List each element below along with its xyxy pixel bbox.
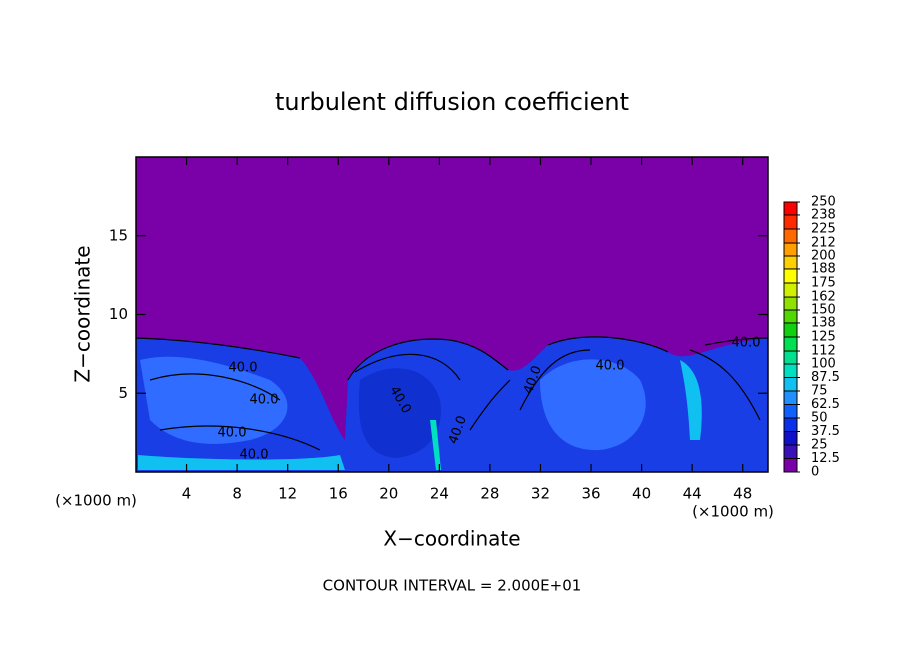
colorbar-swatch	[784, 418, 797, 432]
x-tick-label: 36	[581, 485, 600, 503]
field-patch	[140, 356, 288, 444]
y-tick-label: 15	[109, 226, 128, 244]
colorbar-swatch	[784, 310, 797, 323]
colorbar-label: 238	[811, 207, 836, 222]
field-patch	[358, 368, 441, 458]
x-tick-label: 4	[182, 485, 192, 503]
colorbar-label: 250	[811, 195, 836, 210]
colorbar-label: 75	[811, 384, 828, 399]
colorbar-label: 162	[811, 290, 836, 305]
colorbar-swatch	[784, 458, 797, 472]
colorbar-swatch	[784, 337, 797, 352]
colorbar-label: 212	[811, 236, 836, 251]
colorbar-label: 138	[811, 315, 836, 330]
colorbar-label: 225	[811, 222, 836, 237]
contour-line	[149, 349, 761, 451]
colorbar-label: 62.5	[811, 397, 840, 412]
contour-line	[135, 336, 769, 381]
x-tick-label: 28	[480, 485, 499, 503]
colorbar-label: 150	[811, 303, 836, 318]
x-tick-label: 40	[632, 485, 651, 503]
y-tick-label: 10	[109, 305, 128, 323]
colorbar-label: 200	[811, 249, 836, 264]
colorbar-label: 37.5	[811, 424, 840, 439]
colorbar-swatch	[784, 431, 797, 445]
colorbar-swatch	[784, 445, 797, 459]
contour-label: 40.0	[596, 359, 625, 374]
x-tick-label: 8	[232, 485, 242, 503]
x-tick-label: 12	[278, 485, 297, 503]
x-tick-label: 44	[683, 485, 702, 503]
colorbar-label: 175	[811, 276, 836, 291]
field-streak	[430, 420, 441, 470]
contour-label: 40.0	[732, 336, 761, 351]
colorbar-swatch	[784, 322, 797, 337]
colorbar-swatch	[784, 243, 797, 256]
x-tick-label: 24	[430, 485, 449, 503]
colorbar-swatch	[784, 256, 797, 269]
colorbar-swatch	[784, 364, 797, 378]
colorbar-swatch	[784, 202, 797, 215]
contour-label: 40.0	[229, 361, 258, 376]
field-patch	[540, 359, 646, 451]
contour-label: 40.0	[250, 393, 279, 408]
x-tick-label: 16	[329, 485, 348, 503]
x-axis-label: X−coordinate	[383, 527, 520, 551]
colorbar-swatch	[784, 229, 797, 244]
colorbar-label: 125	[811, 330, 836, 345]
colorbar-label: 188	[811, 261, 836, 276]
y-axis-label: Z−coordinate	[71, 245, 95, 382]
colorbar-swatch	[784, 377, 797, 391]
field-streak	[138, 455, 345, 470]
unit-label: (×1000 m)	[692, 503, 774, 521]
x-tick-label: 48	[733, 485, 752, 503]
colorbar-swatch	[784, 351, 797, 364]
footnote: CONTOUR INTERVAL = 2.000E+01	[323, 577, 582, 595]
y-tick-label: 5	[118, 384, 128, 402]
x-tick-label: 32	[531, 485, 550, 503]
colorbar-swatch	[784, 391, 797, 405]
field-streak	[680, 360, 702, 440]
colorbar-swatch	[784, 268, 797, 283]
colorbar-swatch	[784, 404, 797, 418]
colorbar-label: 0	[811, 465, 819, 480]
colorbar-label: 100	[811, 357, 836, 372]
contour-label: 40.0	[240, 448, 269, 463]
unit-label: (×1000 m)	[55, 492, 137, 510]
colorbar-swatch	[784, 283, 797, 298]
colorbar-label: 50	[811, 411, 828, 426]
chart-title: turbulent diffusion coefficient	[275, 88, 629, 116]
colorbar-label: 112	[811, 344, 836, 359]
field	[135, 157, 769, 472]
colorbar-label: 25	[811, 438, 828, 453]
colorbar-swatch	[784, 297, 797, 310]
colorbar-label: 12.5	[811, 451, 840, 466]
colorbar-swatch	[784, 214, 797, 229]
contour-label: 40.0	[218, 426, 247, 441]
colorbar-label: 87.5	[811, 370, 840, 385]
x-tick-label: 20	[379, 485, 398, 503]
